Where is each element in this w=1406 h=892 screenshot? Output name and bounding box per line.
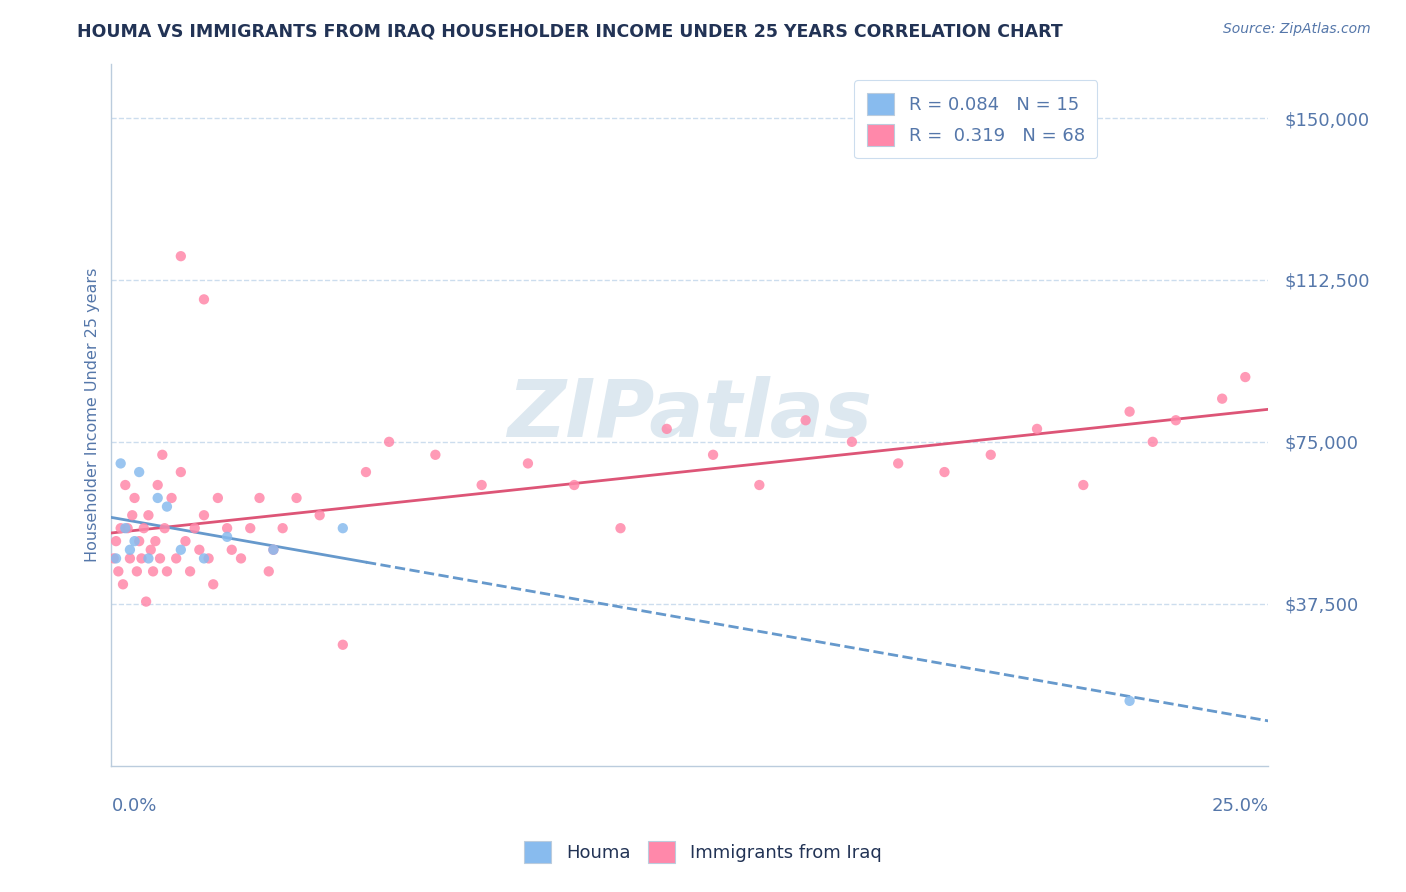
Point (146, 478, 169, 492)
Point (156, 500, 179, 514)
Legend: R = 0.084   N = 15, R =  0.319   N = 68: R = 0.084 N = 15, R = 0.319 N = 68 (855, 80, 1098, 159)
Point (188, 542, 211, 557)
Point (1071, 478, 1094, 492)
Point (229, 551, 252, 566)
Legend: Houma, Immigrants from Iraq: Houma, Immigrants from Iraq (515, 832, 891, 872)
Point (146, 491, 169, 505)
Point (1118, 694, 1140, 708)
Point (124, 491, 146, 505)
Point (655, 422, 678, 436)
Point (125, 565, 148, 579)
Text: Source: ZipAtlas.com: Source: ZipAtlas.com (1223, 22, 1371, 37)
Point (207, 491, 229, 505)
Point (118, 542, 141, 557)
Point (132, 521, 155, 535)
Point (142, 565, 165, 579)
Point (332, 638, 354, 652)
Point (197, 551, 219, 566)
Point (794, 413, 817, 427)
Text: ZIPatlas: ZIPatlas (508, 376, 873, 454)
Point (202, 577, 225, 591)
Point (118, 551, 141, 566)
Point (271, 521, 294, 535)
Point (934, 465, 956, 479)
Point (170, 249, 193, 263)
Point (285, 491, 308, 505)
Point (121, 508, 143, 523)
Point (110, 457, 132, 471)
Point (239, 521, 262, 535)
Point (378, 434, 401, 449)
Point (111, 577, 134, 591)
Point (105, 534, 128, 549)
Point (516, 457, 538, 471)
Point (149, 551, 172, 566)
Point (193, 293, 215, 307)
Point (135, 594, 157, 608)
Point (170, 465, 193, 479)
Point (193, 551, 215, 566)
Point (139, 542, 162, 557)
Point (262, 542, 284, 557)
Point (107, 565, 129, 579)
Point (193, 508, 215, 523)
Point (471, 478, 494, 492)
Point (114, 478, 136, 492)
Point (887, 457, 910, 471)
Point (150, 448, 173, 462)
Point (425, 448, 447, 462)
Point (249, 491, 271, 505)
Point (128, 465, 150, 479)
Point (262, 542, 284, 557)
Point (217, 530, 239, 544)
Text: HOUMA VS IMMIGRANTS FROM IRAQ HOUSEHOLDER INCOME UNDER 25 YEARS CORRELATION CHAR: HOUMA VS IMMIGRANTS FROM IRAQ HOUSEHOLDE… (77, 22, 1063, 40)
Point (160, 491, 183, 505)
Point (217, 521, 239, 535)
Point (124, 534, 146, 549)
Point (980, 448, 1002, 462)
Point (174, 534, 197, 549)
Point (332, 521, 354, 535)
Y-axis label: Householder Income Under 25 years: Householder Income Under 25 years (86, 268, 100, 562)
Point (1142, 434, 1164, 449)
Point (105, 551, 128, 566)
Point (110, 521, 132, 535)
Point (165, 551, 187, 566)
Point (562, 478, 585, 492)
Point (1118, 404, 1140, 418)
Point (114, 521, 136, 535)
Point (702, 448, 724, 462)
Point (117, 521, 139, 535)
Text: 0.0%: 0.0% (111, 797, 157, 815)
Point (145, 534, 167, 549)
Point (1026, 422, 1049, 436)
Point (170, 542, 193, 557)
Point (131, 551, 153, 566)
Point (138, 551, 160, 566)
Point (609, 521, 631, 535)
Point (257, 565, 280, 579)
Point (128, 534, 150, 549)
Point (1234, 370, 1257, 384)
Point (183, 521, 205, 535)
Point (156, 565, 179, 579)
Point (153, 521, 176, 535)
Point (1164, 413, 1187, 427)
Point (179, 565, 201, 579)
Point (841, 434, 863, 449)
Text: 25.0%: 25.0% (1212, 797, 1268, 815)
Point (103, 551, 125, 566)
Point (354, 465, 377, 479)
Point (308, 508, 330, 523)
Point (748, 478, 770, 492)
Point (221, 542, 243, 557)
Point (138, 508, 160, 523)
Point (1211, 392, 1233, 406)
